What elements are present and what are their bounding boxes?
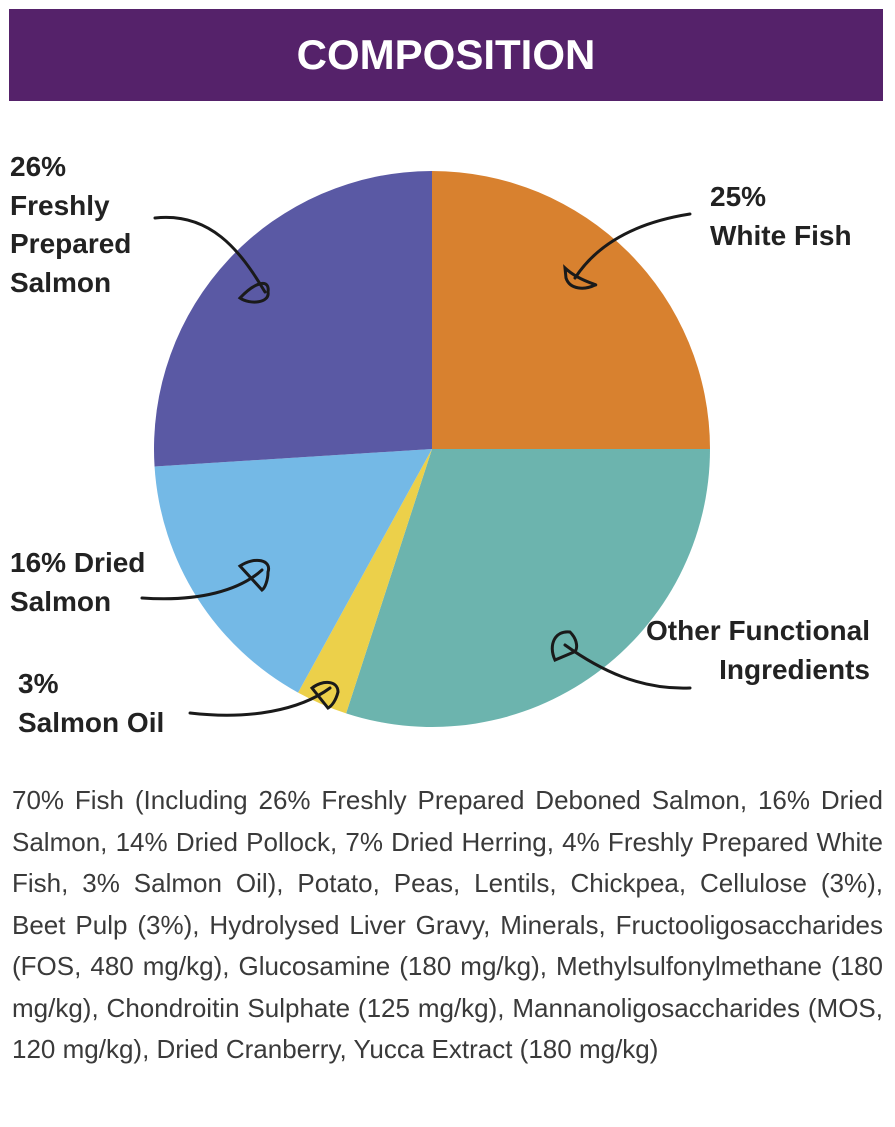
- pie-slice: [432, 171, 710, 449]
- arrow: [140, 558, 271, 601]
- slice-label: 16% Dried Salmon: [10, 544, 180, 621]
- category-label: Freshly Prepared Salmon: [10, 189, 132, 298]
- value-label: 16%: [10, 547, 67, 578]
- slice-label: Other Functional Ingredients: [640, 612, 870, 689]
- arrow: [550, 630, 692, 690]
- arrow: [188, 681, 340, 717]
- chart: [140, 171, 710, 728]
- slice-label: 26% Freshly Prepared Salmon: [10, 148, 160, 302]
- category-label: White Fish: [710, 219, 852, 251]
- composition-text: 70% Fish (Including 26% Freshly Prepared…: [12, 785, 883, 1064]
- chart-title: COMPOSITION: [9, 9, 883, 101]
- value-label: 25%: [710, 181, 767, 212]
- arrows: [140, 212, 692, 717]
- pie-slice: [154, 171, 432, 467]
- arrow: [153, 215, 270, 304]
- category-label: Other Functional Ingredients: [646, 615, 870, 685]
- arrow: [563, 212, 692, 290]
- value-label: 3%: [18, 668, 59, 699]
- slice-label: 3% Salmon Oil: [18, 665, 218, 742]
- category-label: Salmon Oil: [18, 706, 165, 738]
- slice-label: 25% White Fish: [710, 178, 885, 255]
- pie-slice: [298, 449, 432, 714]
- category-label: Dried Salmon: [10, 547, 146, 617]
- value-label: 26%: [10, 151, 67, 182]
- pie-slice: [346, 449, 710, 728]
- pie-slice: [154, 449, 432, 693]
